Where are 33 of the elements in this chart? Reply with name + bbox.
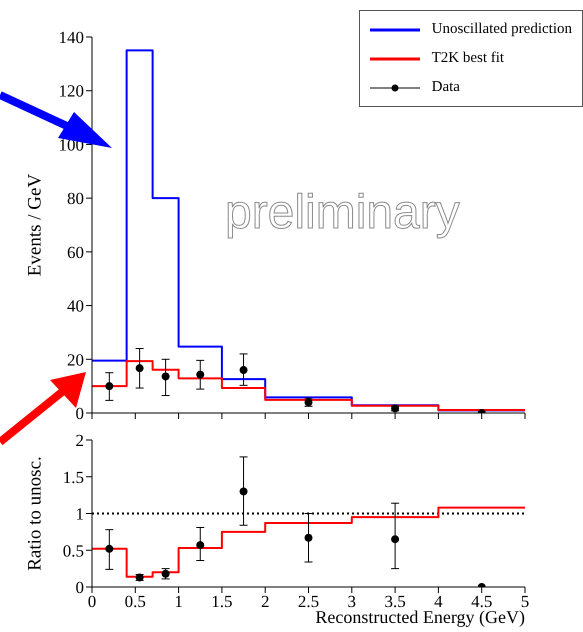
y-tick-label: 120 xyxy=(58,82,84,101)
y-axis-title: Events / GeV xyxy=(24,174,46,276)
y-axis-title: Ratio to unosc. xyxy=(24,456,46,571)
y-tick-label: 40 xyxy=(67,296,84,316)
point xyxy=(136,364,144,372)
point xyxy=(304,534,312,542)
point xyxy=(105,544,114,553)
point xyxy=(196,370,204,379)
point xyxy=(240,487,248,496)
y-tick-label: 1.5 xyxy=(62,468,84,487)
y-tick-label: 0 xyxy=(76,578,84,598)
legend-label: T2K best fit xyxy=(432,50,504,67)
x-tick-label: 0 xyxy=(88,592,96,612)
point xyxy=(162,372,170,380)
y-tick-label: 0 xyxy=(76,404,84,424)
x-tick-label: 0.5 xyxy=(124,592,146,612)
x-tick-label: 1.5 xyxy=(211,592,233,612)
point xyxy=(196,541,204,550)
y-tick-label: 20 xyxy=(67,350,84,370)
point xyxy=(240,366,248,374)
point xyxy=(105,382,114,390)
legend-label: Data xyxy=(432,79,460,96)
y-tick-label: 2 xyxy=(76,431,84,450)
y-tick-label: 0.5 xyxy=(62,541,84,560)
y-tick-label: 60 xyxy=(67,242,84,262)
annotation: preliminary xyxy=(225,185,460,240)
y-tick-label: 80 xyxy=(67,189,84,208)
legend-label: Unoscillated prediction xyxy=(432,21,572,38)
y-tick-label: 1 xyxy=(76,504,84,524)
point xyxy=(391,535,400,544)
x-tick-label: 2 xyxy=(260,592,270,612)
x-tick-label: 1 xyxy=(174,592,183,612)
y-tick-label: 140 xyxy=(58,28,84,48)
